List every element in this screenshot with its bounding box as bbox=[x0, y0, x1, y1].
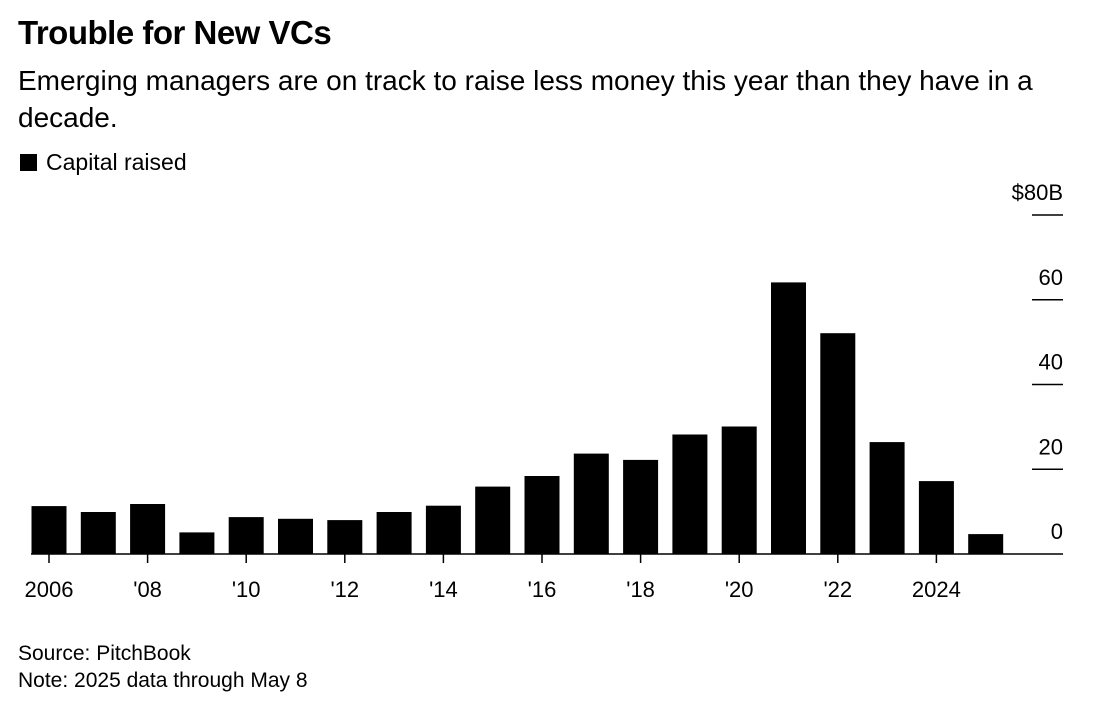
bar-2019 bbox=[672, 434, 708, 554]
x-tick-label-2024: 2024 bbox=[912, 577, 961, 602]
bar-2017 bbox=[573, 453, 609, 554]
bar-2008 bbox=[130, 504, 166, 554]
bar-2020 bbox=[721, 426, 757, 554]
y-tick-label-80: $80B bbox=[1012, 180, 1063, 205]
legend-label: Capital raised bbox=[46, 148, 187, 175]
x-tick-label-2016: '16 bbox=[528, 577, 557, 602]
x-tick-label-2012: '12 bbox=[330, 577, 359, 602]
bar-2012 bbox=[327, 520, 363, 554]
bar-2018 bbox=[623, 459, 659, 554]
y-tick-label-20: 20 bbox=[1039, 434, 1063, 459]
bar-2007 bbox=[80, 512, 116, 554]
x-tick-label-2018: '18 bbox=[626, 577, 655, 602]
bar-2013 bbox=[376, 512, 412, 554]
bar-2014 bbox=[425, 505, 461, 554]
bar-2006 bbox=[31, 506, 67, 554]
x-tick-label-2010: '10 bbox=[232, 577, 261, 602]
bar-2010 bbox=[228, 517, 264, 554]
bar-2015 bbox=[475, 486, 511, 554]
y-tick-label-0: 0 bbox=[1051, 519, 1063, 544]
chart-title: Trouble for New VCs bbox=[18, 14, 332, 51]
bar-2021 bbox=[771, 282, 806, 554]
bar-2024 bbox=[918, 481, 954, 554]
bar-2023 bbox=[869, 442, 905, 554]
bar-2016 bbox=[524, 476, 560, 554]
x-tick-label-2020: '20 bbox=[725, 577, 754, 602]
source-note: Source: PitchBook bbox=[18, 642, 191, 665]
legend: Capital raised bbox=[20, 147, 187, 177]
y-tick-label-40: 40 bbox=[1039, 350, 1063, 375]
chart-subtitle: Emerging managers are on track to raise … bbox=[18, 65, 1033, 133]
x-tick-label-2014: '14 bbox=[429, 577, 458, 602]
bar-2009 bbox=[179, 532, 215, 554]
legend-swatch bbox=[20, 153, 37, 171]
x-tick-label-2008: '08 bbox=[133, 577, 162, 602]
y-tick-label-60: 60 bbox=[1039, 265, 1063, 290]
bar-2022 bbox=[820, 333, 856, 554]
data-note: Note: 2025 data through May 8 bbox=[18, 669, 308, 692]
x-tick-label-2022: '22 bbox=[823, 577, 852, 602]
bar-2011 bbox=[278, 518, 313, 554]
x-tick-label-2006: 2006 bbox=[25, 577, 74, 602]
bar-2025 bbox=[968, 534, 1004, 554]
